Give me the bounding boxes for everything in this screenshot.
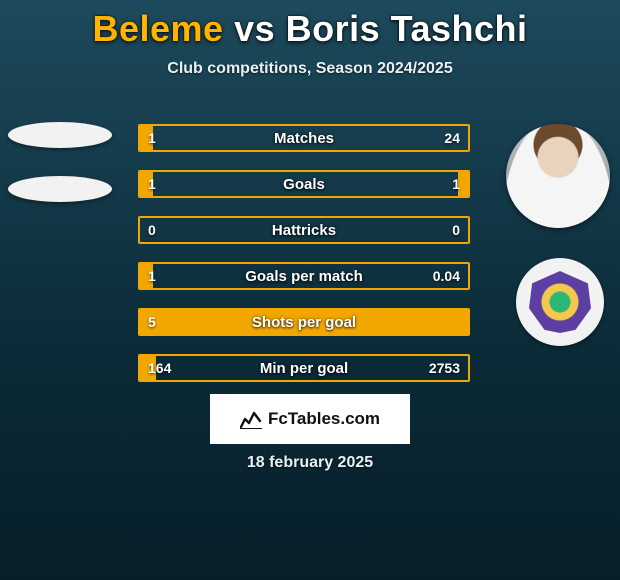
stat-row: Min per goal1642753	[138, 354, 470, 382]
subtitle: Club competitions, Season 2024/2025	[0, 60, 620, 78]
stat-value-left: 0	[148, 218, 156, 242]
stat-value-right: 2753	[429, 356, 460, 380]
player-right-avatar	[506, 124, 610, 228]
player-right-name: Boris Tashchi	[286, 8, 528, 49]
stat-label: Goals per match	[140, 264, 468, 288]
stat-value-right: 0	[452, 218, 460, 242]
stats-bars: Matches124 Goals11 Hattricks0 0 Goals per ma…	[138, 124, 470, 400]
bar-fill-left	[140, 172, 153, 196]
stat-label: Matches	[140, 126, 468, 150]
brand-name: FcTables.com	[268, 409, 380, 429]
player-left-avatar	[8, 122, 112, 148]
stat-row: Goals11	[138, 170, 470, 198]
player-left-club-badge	[8, 176, 112, 202]
bar-fill-right	[458, 172, 468, 196]
stat-value-right: 0.04	[433, 264, 460, 288]
page-title: Beleme vs Boris Tashchi	[0, 0, 620, 50]
stat-label: Goals	[140, 172, 468, 196]
date: 18 february 2025	[0, 454, 620, 472]
player-right-club-badge	[516, 258, 604, 346]
bar-fill-left	[140, 356, 156, 380]
title-vs: vs	[234, 8, 286, 49]
stat-row: Hattricks0 0	[138, 216, 470, 244]
stat-label: Min per goal	[140, 356, 468, 380]
stat-row: Shots per goal5	[138, 308, 470, 336]
bar-fill-left	[140, 126, 153, 150]
club-crest-icon	[529, 271, 591, 333]
player-left-name: Beleme	[92, 8, 223, 49]
bar-fill-left	[140, 310, 468, 334]
stat-label: Hattricks	[140, 218, 468, 242]
brand-logo-icon	[240, 409, 262, 429]
brand-footer[interactable]: FcTables.com	[210, 394, 410, 444]
comparison-card: Beleme vs Boris Tashchi Club competition…	[0, 0, 620, 580]
stat-row: Matches124	[138, 124, 470, 152]
bar-fill-left	[140, 264, 153, 288]
stat-value-right: 24	[444, 126, 460, 150]
stat-row: Goals per match10.04	[138, 262, 470, 290]
